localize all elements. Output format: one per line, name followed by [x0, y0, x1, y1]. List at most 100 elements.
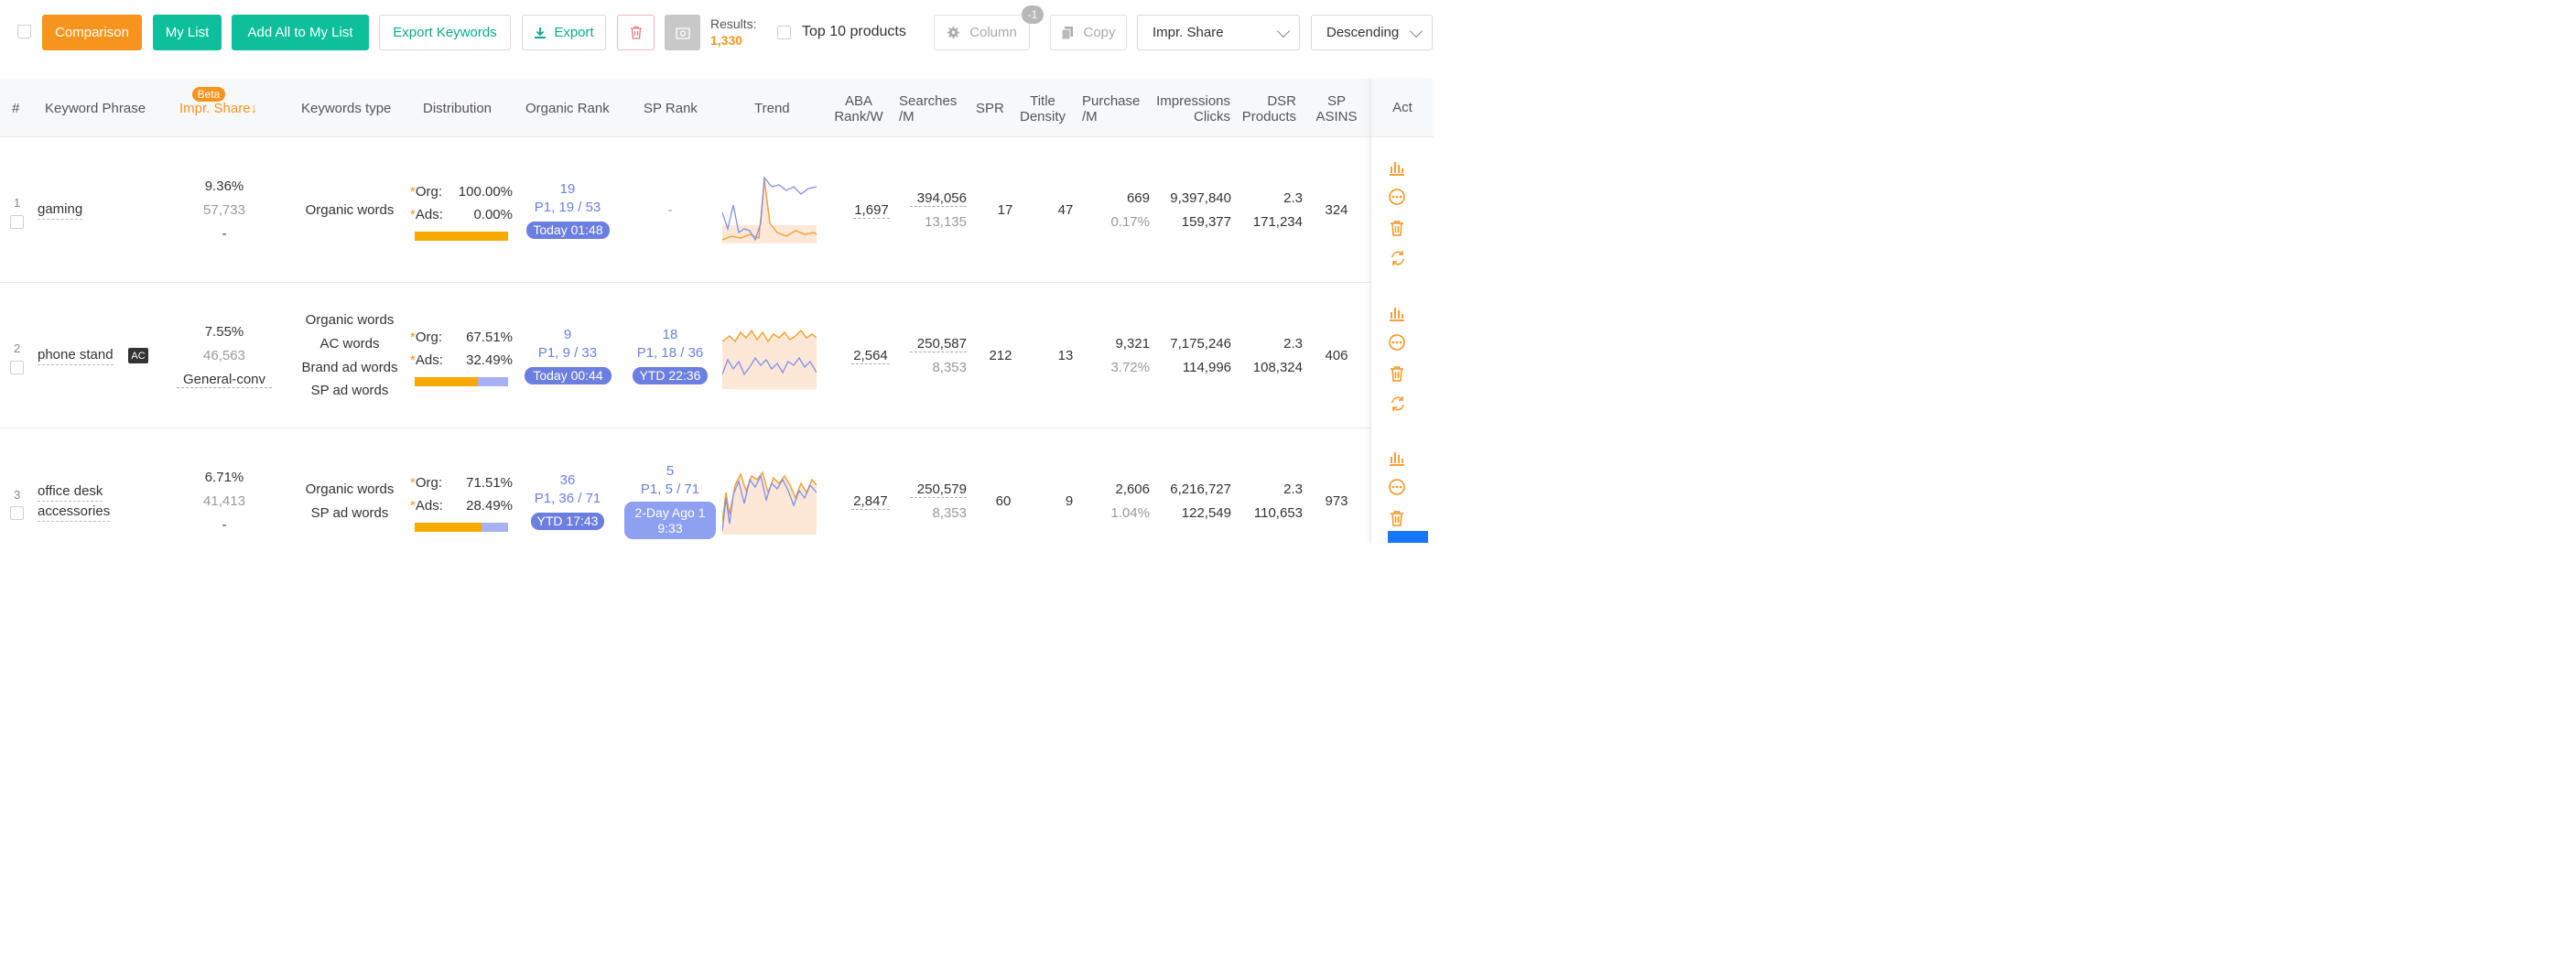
- more-icon[interactable]: [1388, 188, 1406, 206]
- sp-rank-time-line1: 2-Day Ago 1: [634, 504, 706, 520]
- top10-checkbox[interactable]: [777, 26, 791, 39]
- export-button[interactable]: Export: [522, 15, 606, 50]
- row-number: 3: [14, 488, 21, 502]
- trash-icon: [630, 26, 642, 39]
- header-organic-rank[interactable]: Organic Rank: [525, 101, 610, 116]
- aba-rank[interactable]: 1,697: [853, 202, 890, 219]
- header-sp-rank[interactable]: SP Rank: [644, 101, 698, 116]
- purchase-pct: 3.72%: [1110, 360, 1150, 375]
- keyword-phrase[interactable]: phone stand: [38, 346, 114, 365]
- header-purchase[interactable]: Purchase/M: [1082, 93, 1140, 124]
- keyword-phrase-line2[interactable]: accessories: [38, 503, 111, 522]
- org-pct: 71.51%: [466, 475, 513, 491]
- organic-rank[interactable]: 36: [559, 472, 576, 488]
- add-all-button[interactable]: Add All to My List: [232, 15, 369, 50]
- ads-label: *Ads:: [410, 352, 443, 368]
- header-sp-line1: SP: [1326, 93, 1346, 109]
- table-header: [0, 79, 1433, 137]
- searches[interactable]: 250,587: [910, 336, 967, 352]
- results-label: Results:: [710, 16, 757, 31]
- header-distribution: Distribution: [423, 101, 492, 116]
- impr-count: 46,563: [203, 348, 245, 363]
- org-share-fill: [415, 232, 508, 241]
- keyword-phrase[interactable]: office desk: [38, 482, 103, 502]
- header-impr-line2: Clicks: [1194, 109, 1230, 124]
- results-count: 1,330: [710, 33, 743, 48]
- delete-button[interactable]: [617, 15, 655, 50]
- organic-rank-time: Today 00:44: [525, 367, 612, 384]
- impr-conv[interactable]: General-conv: [177, 372, 272, 388]
- dsr: 2.3: [1283, 336, 1303, 352]
- sp-rank[interactable]: 5: [666, 463, 675, 479]
- trend-sparkline[interactable]: [722, 467, 817, 535]
- header-act: Act: [1371, 79, 1434, 137]
- refresh-icon[interactable]: [1389, 249, 1407, 267]
- header-impressions[interactable]: Impressions Clicks: [1144, 93, 1230, 124]
- row-checkbox[interactable]: [10, 361, 24, 374]
- spr: 17: [997, 202, 1013, 218]
- screenshot-button[interactable]: [665, 15, 700, 50]
- trend-sparkline[interactable]: [722, 176, 817, 244]
- more-icon[interactable]: [1388, 333, 1406, 352]
- ads-pct: 32.49%: [466, 352, 513, 368]
- aba-rank[interactable]: 2,564: [851, 348, 890, 364]
- sp-rank-detail: P1, 18 / 36: [636, 345, 704, 361]
- column-button[interactable]: Column: [934, 15, 1030, 50]
- header-searches[interactable]: Searches/M: [899, 93, 957, 124]
- org-label: *Org:: [410, 475, 443, 491]
- purchase: 2,606: [1115, 482, 1150, 497]
- bar-chart-icon[interactable]: [1388, 449, 1406, 467]
- more-icon[interactable]: [1388, 478, 1406, 496]
- header-sp-asins[interactable]: SP ASINS: [1313, 93, 1360, 124]
- header-num: #: [12, 101, 20, 116]
- copy-button[interactable]: Copy: [1050, 15, 1127, 50]
- sort-order-select[interactable]: Descending: [1311, 15, 1433, 50]
- header-dsr-line2: Products: [1241, 109, 1296, 124]
- action-column: Act: [1370, 79, 1434, 543]
- trash-icon[interactable]: [1388, 364, 1406, 383]
- keyword-type: SP ad words: [310, 505, 389, 521]
- header-title-line2: Density: [1019, 109, 1066, 124]
- floating-action-button[interactable]: [1388, 531, 1428, 543]
- aba-rank[interactable]: 2,847: [851, 493, 890, 510]
- sp-rank[interactable]: 18: [662, 327, 678, 342]
- keyword-phrase[interactable]: gaming: [38, 200, 83, 220]
- searches[interactable]: 394,056: [910, 190, 967, 207]
- row-checkbox[interactable]: [10, 215, 24, 229]
- header-keyword[interactable]: Keyword Phrase: [45, 101, 146, 116]
- trash-icon[interactable]: [1388, 509, 1406, 527]
- my-list-button[interactable]: My List: [153, 15, 222, 50]
- bar-chart-icon[interactable]: [1388, 304, 1406, 322]
- row-checkbox[interactable]: [10, 506, 24, 520]
- trash-icon[interactable]: [1388, 219, 1406, 237]
- row-divider: [0, 282, 1433, 283]
- searches[interactable]: 250,579: [910, 482, 967, 498]
- organic-rank[interactable]: 9: [563, 327, 572, 342]
- header-spr[interactable]: SPR: [976, 101, 1004, 116]
- header-keywords-type: Keywords type: [301, 101, 392, 116]
- comparison-button[interactable]: Comparison: [42, 15, 142, 50]
- header-impr-share[interactable]: Impr. Share↓: [179, 101, 258, 116]
- header-dsr-products[interactable]: DSR Products: [1236, 93, 1296, 124]
- refresh-icon[interactable]: [1389, 395, 1407, 413]
- sort-field-value: Impr. Share: [1153, 25, 1224, 40]
- bar-chart-icon[interactable]: [1388, 158, 1406, 177]
- header-dsr-line1: DSR: [1267, 93, 1296, 109]
- organic-rank-detail: P1, 9 / 33: [537, 345, 598, 361]
- trend-sparkline[interactable]: [722, 321, 817, 389]
- title-density: 13: [1057, 348, 1074, 363]
- sort-field-select[interactable]: Impr. Share: [1137, 15, 1300, 50]
- export-keywords-button[interactable]: Export Keywords: [379, 15, 511, 50]
- chevron-down-icon: [1409, 24, 1423, 38]
- select-all-checkbox[interactable]: [17, 25, 31, 38]
- keyword-type: SP ad words: [310, 383, 389, 398]
- row-number: 1: [14, 196, 21, 210]
- purchase: 669: [1126, 190, 1150, 206]
- sp-rank-time: YTD 22:36: [633, 367, 708, 384]
- header-title-density[interactable]: Title Density: [1014, 93, 1071, 124]
- dsr-products: 108,324: [1252, 360, 1303, 375]
- header-aba-rank[interactable]: ABA Rank/W: [829, 93, 888, 124]
- impr-count: 57,733: [203, 202, 245, 218]
- title-density: 47: [1057, 202, 1074, 218]
- organic-rank[interactable]: 19: [559, 181, 576, 197]
